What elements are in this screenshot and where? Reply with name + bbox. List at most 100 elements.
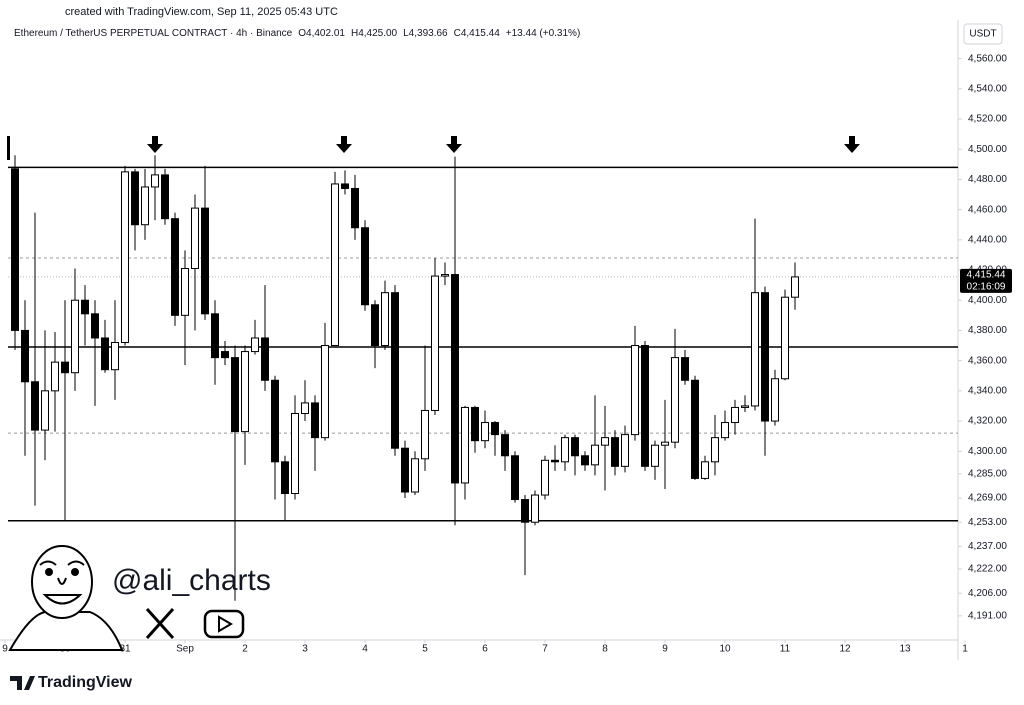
y-tick-label: 4,222.00 xyxy=(968,564,1007,575)
candle-body xyxy=(91,313,99,339)
candle-body xyxy=(41,390,49,431)
candle-body xyxy=(771,378,779,422)
candle-body xyxy=(241,351,249,433)
y-tick-label: 4,360.00 xyxy=(968,355,1007,366)
candle-body xyxy=(71,299,79,374)
candle-body xyxy=(671,357,679,443)
x-tick-label: 5 xyxy=(422,644,428,655)
candle-body xyxy=(511,455,519,501)
y-tick-label: 4,340.00 xyxy=(968,385,1007,396)
candle-body xyxy=(731,406,739,424)
avatar-mouth xyxy=(42,594,83,605)
candle-body xyxy=(751,292,759,407)
author: @ali_charts xyxy=(112,564,271,597)
candle-body xyxy=(411,458,419,493)
candle-body xyxy=(541,459,549,496)
candle-body xyxy=(81,299,89,315)
marker xyxy=(7,136,10,160)
x-tick-label: 8 xyxy=(602,644,608,655)
candle-body xyxy=(331,183,339,347)
candle-body xyxy=(521,499,529,523)
x-tick-label: 6 xyxy=(482,644,488,655)
legend-low: L4,393.66 xyxy=(403,28,448,39)
youtube-icon xyxy=(203,609,245,639)
candle-body xyxy=(571,437,579,457)
candle-body xyxy=(441,274,449,277)
avatar-eye xyxy=(71,568,79,576)
currency: USDT xyxy=(969,29,996,40)
candle-body xyxy=(221,351,229,359)
candle-body xyxy=(491,422,499,436)
candle-body xyxy=(501,434,509,457)
x-tick-label: 1 xyxy=(962,644,968,655)
candle-body xyxy=(231,357,239,433)
candle-body xyxy=(401,447,409,493)
candle-body xyxy=(251,337,259,353)
candle-body xyxy=(701,461,709,479)
candle-body xyxy=(271,379,279,463)
candle-body xyxy=(161,174,169,220)
y-tick-label: 4,191.00 xyxy=(968,610,1007,621)
candle-body xyxy=(591,444,599,466)
y-tick-label: 4,269.00 xyxy=(968,493,1007,504)
brand: TradingView xyxy=(38,674,133,691)
candle-body xyxy=(191,207,199,270)
candle-body xyxy=(361,227,369,306)
y-tick-label: 4,380.00 xyxy=(968,325,1007,336)
candle-body xyxy=(281,461,289,495)
y-tick-label: 4,540.00 xyxy=(968,83,1007,94)
currency-box xyxy=(963,23,1003,45)
candle-body xyxy=(341,183,349,189)
candle-body xyxy=(421,409,429,460)
candle-body xyxy=(741,405,749,408)
candle-body xyxy=(661,441,669,446)
x-tick-label: 11 xyxy=(780,644,791,655)
last-price-tag xyxy=(960,268,1012,293)
x-tick-label: 12 xyxy=(839,644,851,655)
y-tick-label: 4,206.00 xyxy=(968,588,1007,599)
candle-body xyxy=(391,292,399,449)
candle-body xyxy=(481,422,489,442)
candle-body xyxy=(631,345,639,436)
brand-logo xyxy=(10,676,35,690)
x-tick-label: Sep xyxy=(176,644,194,655)
candle-body xyxy=(761,292,769,422)
candle-body xyxy=(31,381,39,431)
avatar-nose xyxy=(57,577,67,585)
candle-body xyxy=(121,171,129,344)
candle-body xyxy=(11,168,19,331)
legend-change: +13.44 (+0.31%) xyxy=(506,28,581,39)
candle-body xyxy=(311,402,319,439)
avatar-eye xyxy=(45,568,53,576)
candle-body xyxy=(611,437,619,467)
legend: Ethereum / TetherUS PERPETUAL CONTRACT ·… xyxy=(14,28,580,39)
x-tick-label: 3 xyxy=(302,644,308,655)
avatar-head xyxy=(31,545,93,619)
x-tick-label: 2 xyxy=(242,644,248,655)
candle-body xyxy=(61,361,69,374)
y-tick-label: 4,253.00 xyxy=(968,517,1007,528)
y-tick-label: 4,300.00 xyxy=(968,446,1007,457)
candle-body xyxy=(381,292,389,347)
avatar xyxy=(8,545,124,651)
y-tick-label: 4,237.00 xyxy=(968,541,1007,552)
avatar-brows xyxy=(39,560,85,566)
x-tick-label: 9 xyxy=(2,644,8,655)
candle-body xyxy=(201,207,209,315)
arrow xyxy=(446,136,462,153)
y-tick-label: 4,440.00 xyxy=(968,234,1007,245)
x-tick-label: 4 xyxy=(362,644,368,655)
candle-body xyxy=(461,406,469,484)
candle-body xyxy=(431,275,439,411)
candle-body xyxy=(211,313,219,359)
candle-body xyxy=(621,434,629,467)
x-tick-label: 13 xyxy=(899,644,911,655)
candle-body xyxy=(551,459,559,463)
y-tick-label: 4,520.00 xyxy=(968,114,1007,125)
y-tick-label: 4,400.00 xyxy=(968,295,1007,306)
arrow xyxy=(844,136,860,153)
candle-body xyxy=(791,276,799,298)
